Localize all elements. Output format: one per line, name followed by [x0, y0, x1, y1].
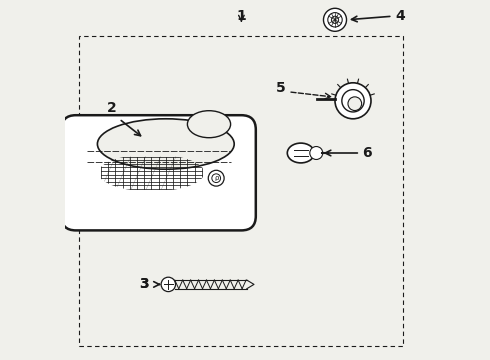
Circle shape [323, 8, 346, 31]
Text: 2: 2 [107, 101, 117, 115]
Bar [79, 36, 403, 346]
Circle shape [161, 277, 175, 292]
Text: 6: 6 [363, 146, 372, 160]
Circle shape [208, 170, 224, 186]
Text: 3: 3 [139, 278, 149, 291]
Ellipse shape [342, 90, 364, 112]
Text: 5: 5 [276, 81, 286, 95]
Ellipse shape [98, 119, 234, 169]
Ellipse shape [287, 143, 314, 163]
Text: ρ: ρ [214, 175, 219, 181]
Text: 1: 1 [237, 9, 246, 23]
Circle shape [310, 147, 323, 159]
Circle shape [212, 174, 220, 183]
Ellipse shape [187, 111, 231, 138]
Circle shape [328, 13, 342, 27]
Text: 3: 3 [139, 278, 149, 291]
Text: 4: 4 [395, 9, 405, 23]
Circle shape [331, 16, 339, 23]
Ellipse shape [335, 83, 371, 119]
FancyBboxPatch shape [61, 115, 256, 230]
Ellipse shape [348, 97, 362, 111]
